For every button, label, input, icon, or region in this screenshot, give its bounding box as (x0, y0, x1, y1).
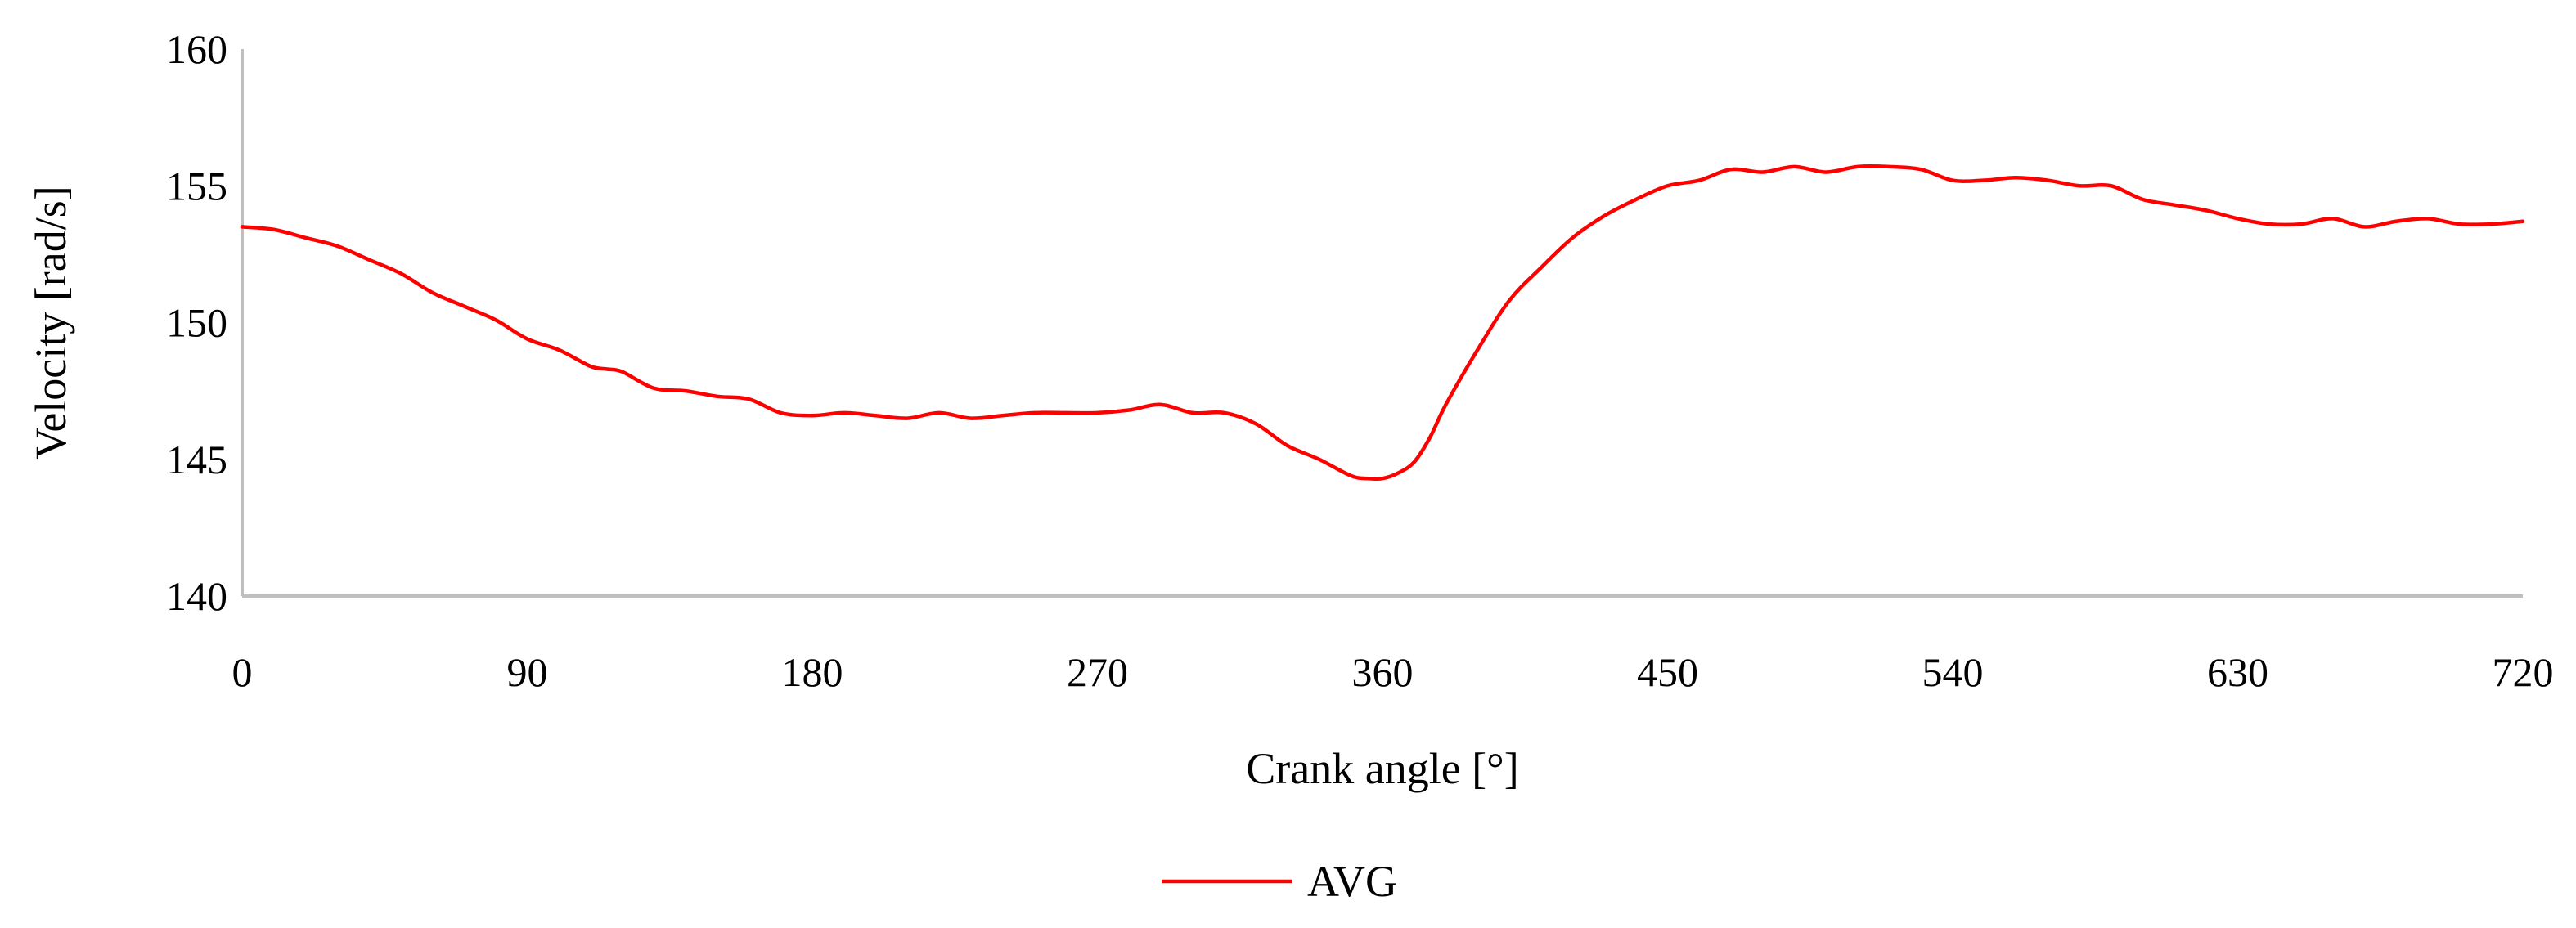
series-line-avg (240, 164, 2525, 482)
legend-label-avg: AVG (1307, 857, 1397, 906)
x-tick-label: 630 (2207, 649, 2268, 695)
x-tick-label: 360 (1352, 649, 1414, 695)
y-tick-label: 160 (166, 26, 227, 72)
x-tick-label: 540 (1922, 649, 1984, 695)
y-tick-label: 150 (166, 300, 227, 346)
x-axis-title: Crank angle [°] (1246, 744, 1518, 793)
x-tick-label: 180 (782, 649, 843, 695)
x-tick-label: 270 (1067, 649, 1128, 695)
legend: AVG (1162, 857, 1397, 906)
y-tick-label: 155 (166, 163, 227, 208)
x-tick-label: 0 (232, 649, 253, 695)
x-tick-labels: 0 90 180 270 360 450 540 630 720 (232, 649, 2554, 695)
y-tick-label: 140 (166, 573, 227, 619)
y-tick-label: 145 (166, 437, 227, 482)
x-tick-label: 90 (507, 649, 548, 695)
y-tick-labels: 140 145 150 155 160 (166, 26, 227, 619)
x-tick-label: 450 (1637, 649, 1698, 695)
y-axis-title: Velocity [rad/s] (26, 186, 75, 459)
x-tick-label: 720 (2493, 649, 2554, 695)
